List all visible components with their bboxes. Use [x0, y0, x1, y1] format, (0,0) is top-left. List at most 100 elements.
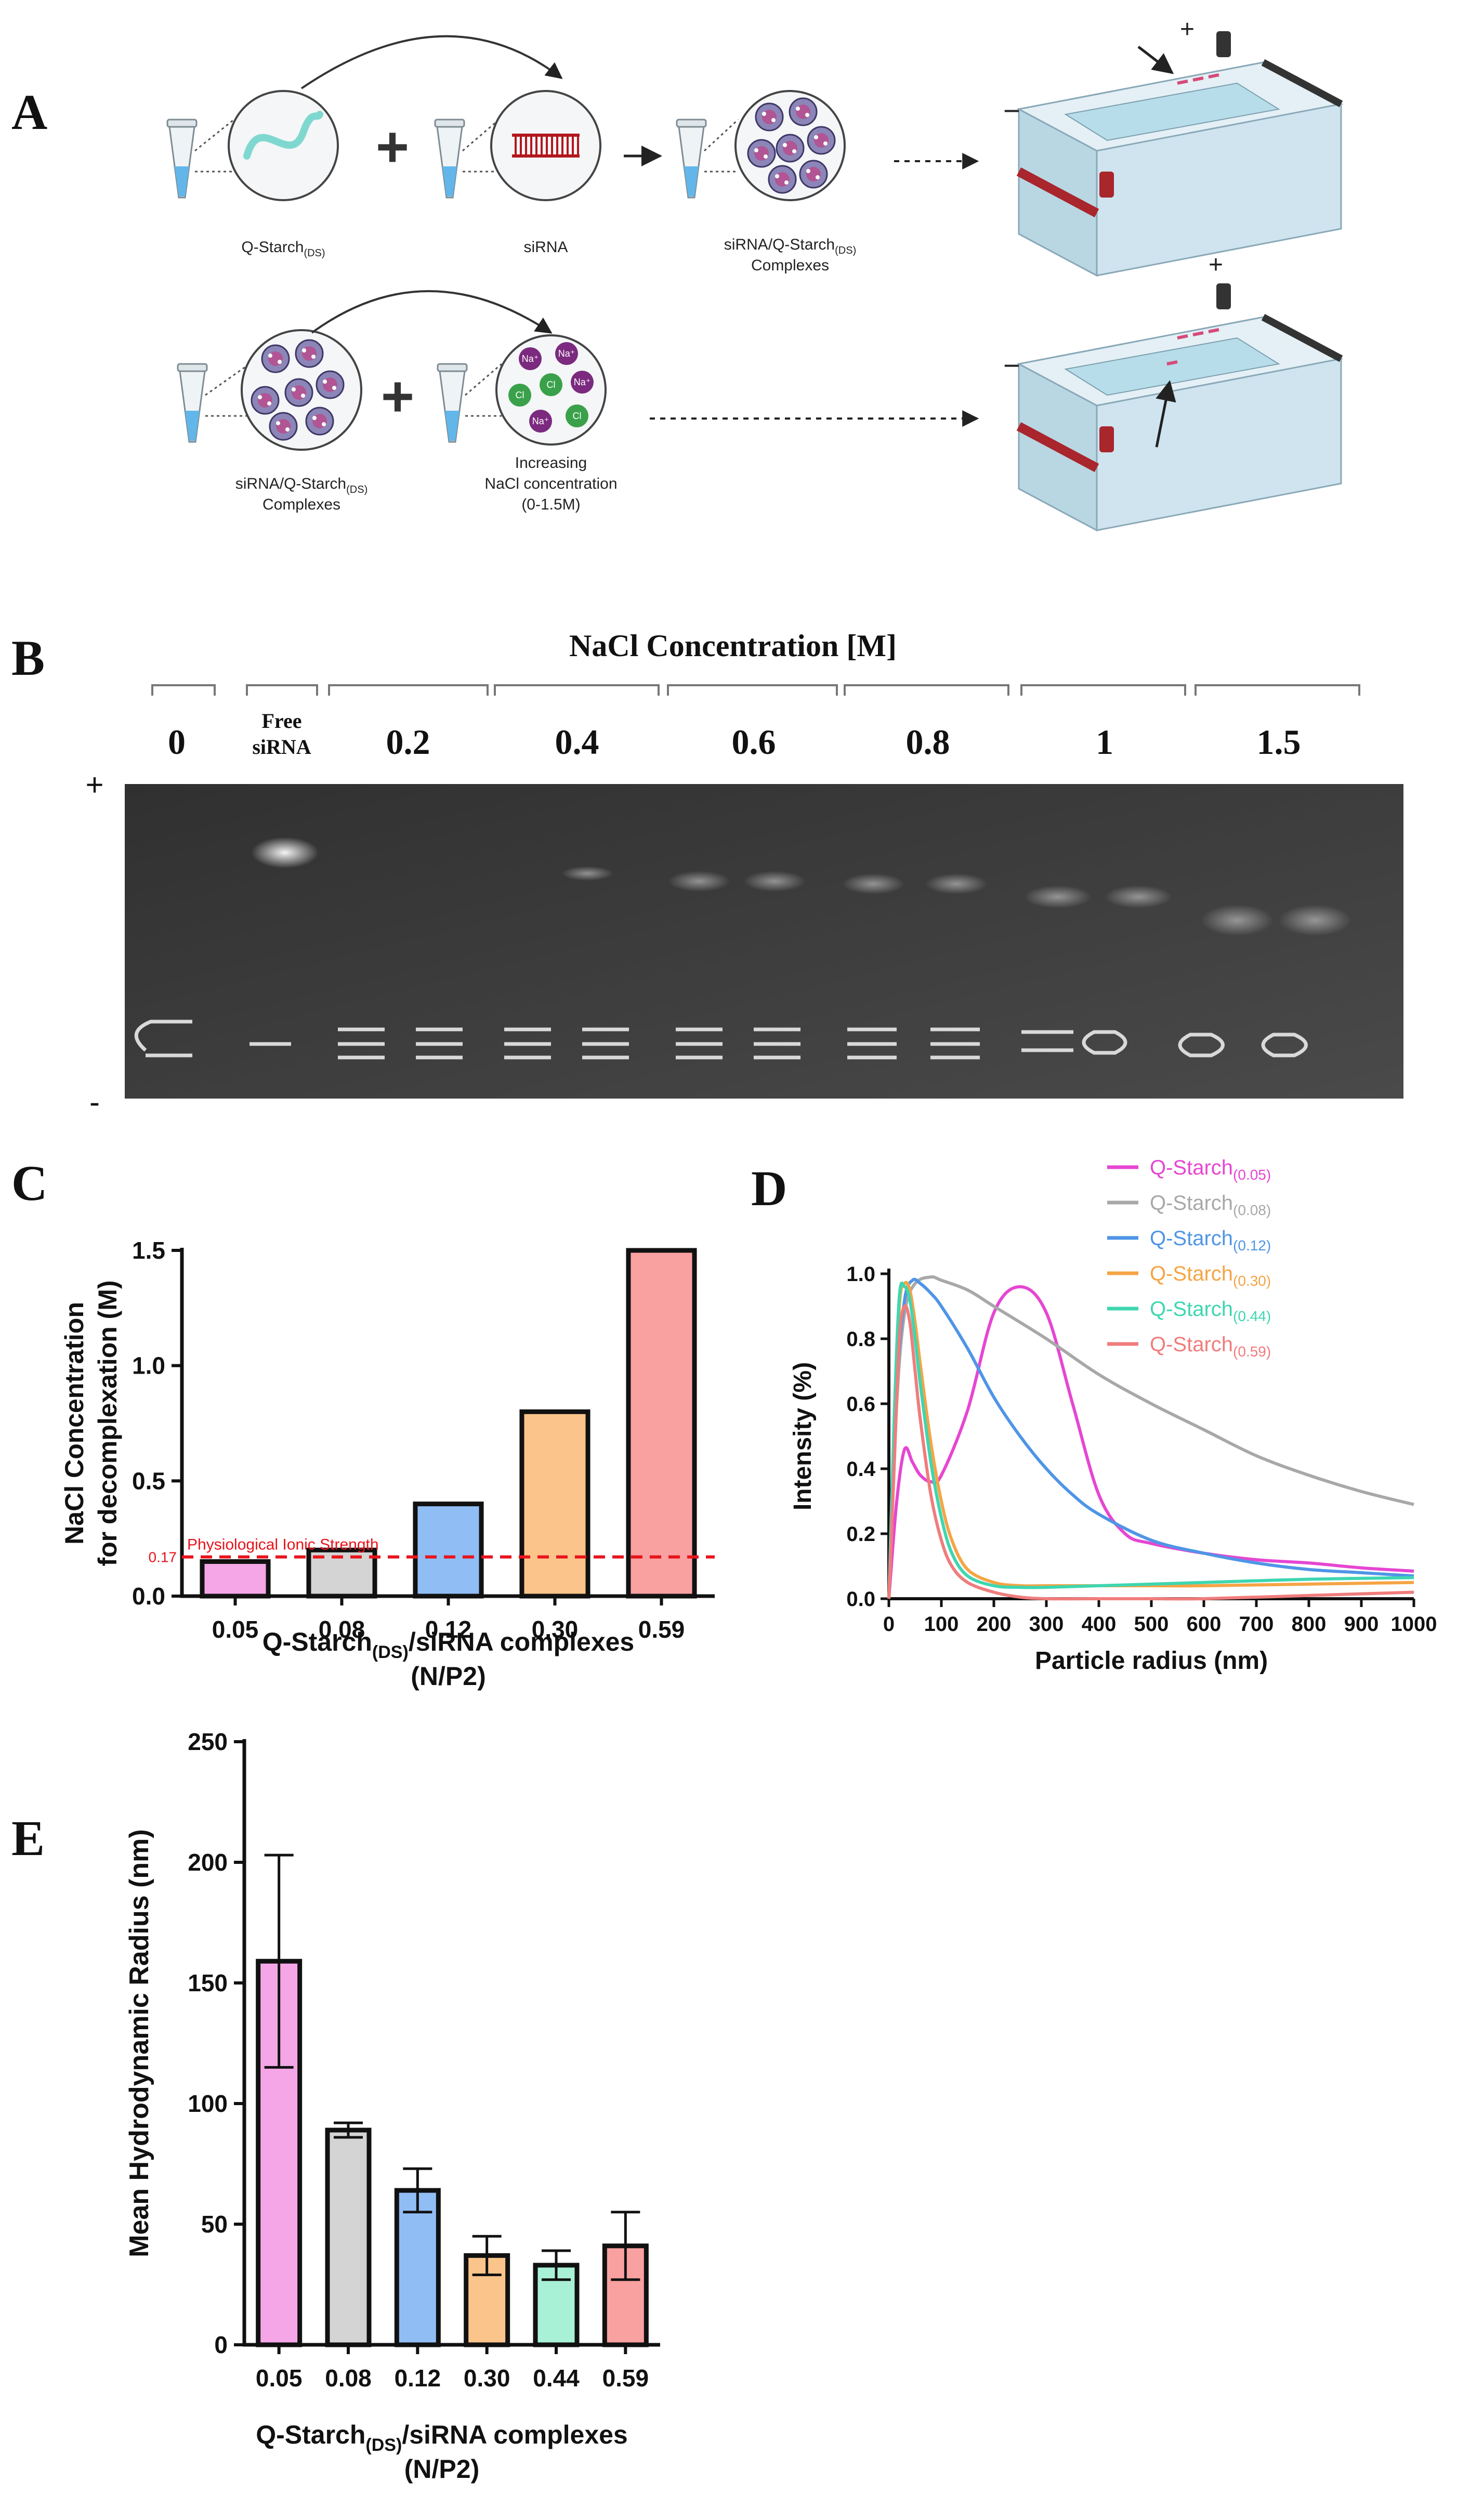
xtick-e-0.05: 0.05: [256, 2365, 303, 2392]
svg-text:Cl: Cl: [573, 411, 582, 421]
gel-box-2-plus: +: [1209, 251, 1223, 279]
reference-tick-c: 0.17: [149, 1549, 177, 1565]
ytick-d-0.8: 0.8: [846, 1328, 875, 1351]
panel-letter-b: B: [11, 630, 45, 686]
gel-bands: [251, 837, 1351, 936]
bar-e-0.12: [394, 2188, 441, 2347]
ytick-e-0: 0: [214, 2331, 228, 2358]
errorbar-e-0.12: [403, 2167, 432, 2214]
plus-sign-1: +: [376, 115, 409, 179]
xtick-d-200: 200: [977, 1613, 1012, 1636]
xtick-d-700: 700: [1239, 1613, 1274, 1636]
panel-letter-e: E: [11, 1810, 45, 1866]
xtick-d-800: 800: [1292, 1613, 1327, 1636]
label-complexes2-line1: siRNA/Q-Starch(DS): [235, 475, 367, 495]
tube-icon-complexes: [676, 119, 707, 199]
xtick-c-0.30: 0.30: [532, 1616, 579, 1643]
label-nacl-line2: NaCl concentration: [484, 475, 617, 492]
label-nacl-line3: (0-1.5M): [521, 496, 580, 513]
errorbar-e-0.30: [472, 2235, 502, 2276]
gel-box-icon-2: [1016, 283, 1344, 532]
xtick-d-0: 0: [883, 1613, 895, 1636]
ytick-d-0.4: 0.4: [846, 1458, 875, 1481]
xtick-d-100: 100: [924, 1613, 959, 1636]
xtick-e-0.08: 0.08: [325, 2365, 372, 2392]
svg-text:Na⁺: Na⁺: [574, 377, 591, 387]
gel-title: NaCl Concentration [M]: [569, 629, 897, 663]
label-sirna: siRNA: [523, 239, 568, 256]
ylabel-e: Mean Hydrodynamic Radius (nm): [124, 1829, 154, 2257]
gel-box-icon-1: [1016, 31, 1344, 277]
gel-box-2-minus: −: [1003, 349, 1020, 382]
ytick-d-0.6: 0.6: [846, 1393, 875, 1416]
chart-d: 0.0 0.2 0.4 0.6 0.8 1.0 0 100 200 300 400 500 600 700…: [789, 1156, 1437, 1675]
chart-e-xlabel: Q-Starch(DS)/siRNA complexes: [256, 2420, 628, 2455]
lane-brackets: [151, 684, 1360, 696]
chart-e-xlabel-line2: (N/P2): [404, 2454, 479, 2484]
ytick-e-150: 150: [188, 1969, 228, 1996]
label-complexes-line1: siRNA/Q-Starch(DS): [724, 236, 856, 256]
xtick-c-0.05: 0.05: [212, 1616, 259, 1643]
label-nacl-line1: Increasing: [515, 454, 587, 472]
panel-letter-a: A: [11, 84, 48, 140]
ylabel-d: Intensity (%): [789, 1362, 817, 1510]
lane-label-1.5: 1.5: [1257, 722, 1301, 762]
lane-label-free-line2: siRNA: [252, 735, 311, 759]
tube-icon-qstarch: [166, 119, 198, 199]
xtick-e-0.30: 0.30: [464, 2365, 510, 2392]
series-line-0.05: [887, 1285, 1414, 1599]
series-line-0.30: [887, 1281, 1414, 1599]
lane-label-0.4: 0.4: [555, 722, 599, 762]
xtick-d-900: 900: [1344, 1613, 1379, 1636]
schematic-panel: Q-Starch(DS) + siRNA siRNA/Q-Starch(DS) …: [166, 16, 1344, 532]
xtick-d-400: 400: [1082, 1613, 1117, 1636]
chart-c: 0.05 0.08 0.12 0.30 0.59 0.0 0.5 1.0 1.5 Physiolo…: [60, 1237, 715, 1691]
xtick-d-600: 600: [1187, 1613, 1222, 1636]
ion-icons: Na⁺ Na⁺ Cl Cl Na⁺ Na⁺ Cl: [508, 342, 594, 433]
gel-minus: -: [89, 1085, 100, 1119]
sirna-duplex-icon: [512, 134, 580, 158]
bar-e-0.08: [325, 2127, 372, 2347]
errorbar-e-0.59: [611, 2211, 640, 2281]
ylabel-c-line2: for decomplexation (M): [93, 1280, 122, 1566]
panel-letter-c: C: [11, 1155, 48, 1211]
legend-label-0.44: Q-Starch(0.44): [1150, 1298, 1271, 1324]
lane-label-0.8: 0.8: [906, 722, 950, 762]
errorbar-e-0.44: [542, 2249, 571, 2281]
series-line-0.59: [887, 1304, 1414, 1601]
ytick-e-50: 50: [201, 2211, 228, 2238]
chart-e: 0.05 0.08 0.12 0.30 0.44 0.59 0 50 100 150 200 250 M…: [124, 1728, 660, 2484]
xtick-c-0.59: 0.59: [638, 1616, 685, 1643]
bar-c-0.12: [413, 1501, 484, 1599]
series-line-0.12: [887, 1277, 1414, 1599]
ytick-c-0.0: 0.0: [132, 1583, 165, 1610]
legend-label-0.05: Q-Starch(0.05): [1150, 1156, 1271, 1183]
xtick-e-0.59: 0.59: [602, 2365, 649, 2392]
series-line-0.08: [887, 1275, 1414, 1599]
tube-icon-sirna: [434, 119, 465, 199]
lane-label-free-line1: Free: [262, 709, 302, 733]
svg-text:Na⁺: Na⁺: [522, 354, 539, 364]
ytick-c-1.0: 1.0: [132, 1352, 165, 1379]
gel-wells: [134, 1020, 1308, 1060]
ytick-d-0.2: 0.2: [846, 1523, 875, 1546]
svg-text:Cl: Cl: [547, 380, 556, 390]
svg-text:Na⁺: Na⁺: [532, 416, 549, 426]
xtick-e-0.12: 0.12: [395, 2365, 441, 2392]
lane-label-1: 1: [1096, 722, 1113, 762]
gel-plus: +: [85, 767, 103, 802]
gel-image: [125, 784, 1403, 1099]
xtick-c-0.12: 0.12: [425, 1616, 472, 1643]
gel-panel: NaCl Concentration [M] 0 Free siRNA 0.2 …: [85, 629, 1403, 1119]
chart-c-xlabel: Q-Starch(DS)/siRNA complexes: [262, 1627, 635, 1662]
tube-icon-nacl: [437, 363, 468, 443]
reference-label-c: Physiological Ionic Strength: [187, 1536, 379, 1553]
chart-c-xlabel-line2: (N/P2): [411, 1662, 485, 1691]
legend-label-0.08: Q-Starch(0.08): [1150, 1192, 1271, 1218]
svg-text:Cl: Cl: [516, 390, 524, 400]
ytick-e-250: 250: [188, 1728, 228, 1755]
xtick-d-300: 300: [1029, 1613, 1064, 1636]
label-complexes2-line2: Complexes: [262, 496, 340, 513]
lane-label-0.2: 0.2: [386, 722, 430, 762]
bar-c-0.59: [626, 1248, 697, 1599]
